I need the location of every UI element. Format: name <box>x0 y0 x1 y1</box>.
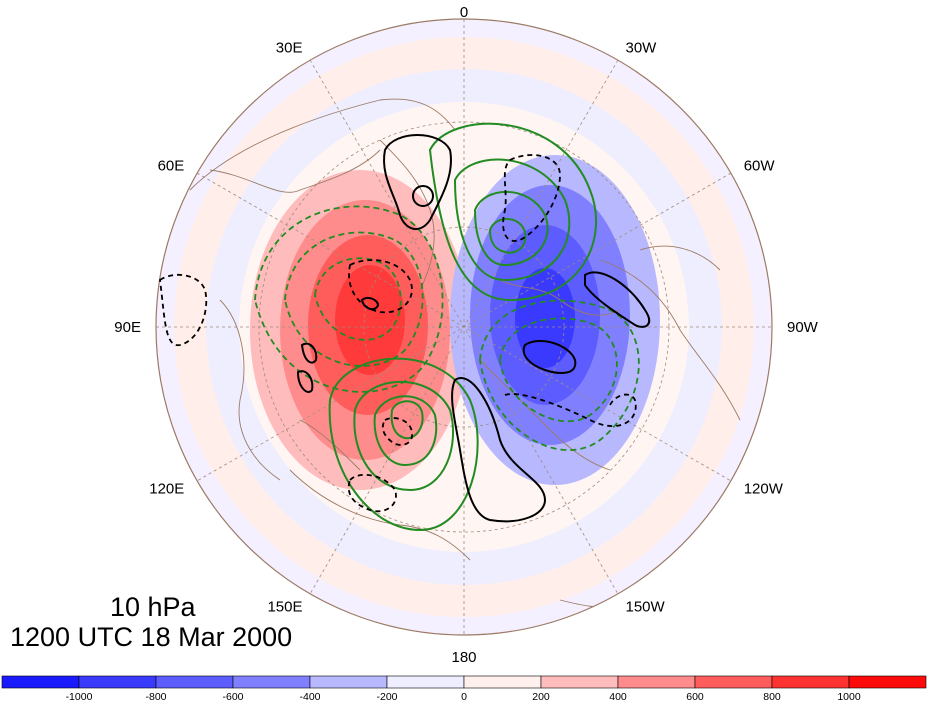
longitude-label-120w: 120W <box>744 481 784 498</box>
colorbar-tick-label: 400 <box>609 691 627 702</box>
colorbar-tick-label: -200 <box>376 691 397 702</box>
colorbar-swatch <box>232 675 311 689</box>
colorbar-tick-label: 200 <box>532 691 550 702</box>
longitude-labels: 0 30W 60W 90W 120W 150W 180 150E 120E 90E 60E 30E <box>114 4 818 666</box>
colorbar-swatch <box>771 675 850 689</box>
longitude-label-0: 0 <box>460 4 468 21</box>
longitude-label-30e: 30E <box>276 39 303 56</box>
longitude-label-90w: 90W <box>787 319 819 336</box>
green-dashed-contours <box>254 205 640 451</box>
pressure-level-title: 10 hPa <box>110 592 196 622</box>
colorbar-tick-label: -1000 <box>66 691 93 702</box>
colorbar: -1000 -800 -600 -400 -200 0 200 400 600 800 1000 <box>1 675 927 702</box>
graticule <box>156 19 772 635</box>
colorbar-tick-label: -800 <box>145 691 166 702</box>
colorbar-tick-label: -400 <box>299 691 320 702</box>
colorbar-swatch <box>155 675 234 689</box>
colorbar-swatch <box>309 675 388 689</box>
colorbar-swatch <box>463 675 542 689</box>
green-solid-contours <box>328 122 598 532</box>
colorbar-tick-label: 600 <box>686 691 704 702</box>
longitude-label-60w: 60W <box>744 158 776 175</box>
colorbar-swatch <box>78 675 157 689</box>
colorbar-tick-label: 800 <box>763 691 781 702</box>
valid-time-title: 1200 UTC 18 Mar 2000 <box>10 622 293 652</box>
longitude-label-150e: 150E <box>267 599 302 616</box>
colorbar-tick-label: 0 <box>461 691 467 702</box>
black-dashed-contours <box>159 154 637 513</box>
longitude-label-150w: 150W <box>626 599 666 616</box>
coastlines <box>189 98 741 608</box>
longitude-label-90e: 90E <box>114 319 141 336</box>
colorbar-swatch <box>540 675 619 689</box>
map-boundary <box>155 18 773 636</box>
colorbar-swatch <box>386 675 465 689</box>
colorbar-swatch <box>848 675 927 689</box>
colorbar-tick-label: 1000 <box>837 691 861 702</box>
colorbar-swatch <box>617 675 696 689</box>
longitude-label-180: 180 <box>451 649 476 666</box>
colorbar-swatch <box>694 675 773 689</box>
colorbar-swatch <box>1 675 80 689</box>
colorbar-tick-label: -600 <box>222 691 243 702</box>
longitude-label-120e: 120E <box>149 481 184 498</box>
longitude-label-60e: 60E <box>158 158 185 175</box>
longitude-label-30w: 30W <box>626 39 658 56</box>
